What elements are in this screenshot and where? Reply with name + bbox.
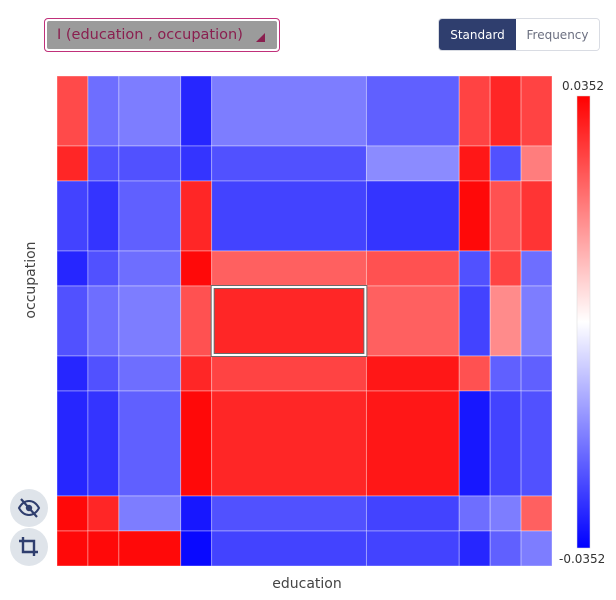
heatmap-cell[interactable] xyxy=(520,145,553,182)
heatmap-cell[interactable] xyxy=(87,180,120,252)
heatmap-cell[interactable] xyxy=(87,250,120,287)
heatmap-cell[interactable] xyxy=(489,145,522,182)
hide-toggle-button[interactable] xyxy=(10,489,48,527)
x-axis-label: education xyxy=(272,576,342,592)
caret-down-icon[interactable] xyxy=(256,33,265,42)
heatmap-cell[interactable] xyxy=(489,250,522,287)
heatmap-cell[interactable] xyxy=(211,530,367,567)
heatmap-cell[interactable] xyxy=(118,145,182,182)
heatmap-cell[interactable] xyxy=(458,390,491,497)
crop-button[interactable] xyxy=(10,528,48,566)
heatmap-cell[interactable] xyxy=(118,250,182,287)
heatmap-cell[interactable] xyxy=(118,355,182,392)
mode-toggle[interactable]: Standard Frequency xyxy=(438,18,600,51)
heatmap-cell[interactable] xyxy=(365,285,460,357)
heatmap-cell[interactable] xyxy=(365,355,460,392)
heatmap-cell[interactable] xyxy=(520,495,553,532)
heatmap-cell[interactable] xyxy=(211,75,367,147)
heatmap-cell[interactable] xyxy=(211,355,367,392)
heatmap-cell[interactable] xyxy=(211,390,367,497)
colorbar-min-label: -0.0352 xyxy=(559,552,605,566)
heatmap-cell[interactable] xyxy=(489,75,522,147)
heatmap-cell[interactable] xyxy=(211,145,367,182)
crop-icon xyxy=(19,537,38,556)
colorbar xyxy=(576,95,591,549)
heatmap-cell[interactable] xyxy=(56,285,89,357)
heatmap-cell[interactable] xyxy=(56,250,89,287)
heatmap-cell[interactable] xyxy=(180,250,213,287)
heatmap-cell[interactable] xyxy=(211,180,367,252)
heatmap-cell[interactable] xyxy=(365,145,460,182)
heatmap-cell[interactable] xyxy=(180,390,213,497)
heatmap-cell[interactable] xyxy=(520,390,553,497)
heatmap-cell[interactable] xyxy=(365,250,460,287)
heatmap-cell[interactable] xyxy=(365,180,460,252)
heatmap-cell[interactable] xyxy=(365,75,460,147)
heatmap-cell[interactable] xyxy=(118,495,182,532)
heatmap-cell[interactable] xyxy=(365,530,460,567)
heatmap-cell[interactable] xyxy=(520,285,553,357)
heatmap-cell[interactable] xyxy=(365,495,460,532)
heatmap-cell[interactable] xyxy=(118,530,182,567)
heatmap-cell[interactable] xyxy=(458,355,491,392)
heatmap-cell[interactable] xyxy=(118,180,182,252)
heatmap-cell[interactable] xyxy=(180,145,213,182)
heatmap-cell[interactable] xyxy=(458,180,491,252)
heatmap-cell[interactable] xyxy=(489,530,522,567)
heatmap-cell[interactable] xyxy=(211,495,367,532)
heatmap-cell[interactable] xyxy=(180,285,213,357)
variable-pair-select-field[interactable]: I (education , occupation) xyxy=(47,21,277,49)
heatmap-cell[interactable] xyxy=(458,75,491,147)
variable-pair-select[interactable]: I (education , occupation) xyxy=(44,18,280,52)
heatmap-cell[interactable] xyxy=(87,355,120,392)
heatmap-cell[interactable] xyxy=(87,390,120,497)
heatmap-cells xyxy=(56,75,553,567)
heatmap-cell[interactable] xyxy=(118,285,182,357)
heatmap-cell[interactable] xyxy=(489,495,522,532)
heatmap-cell[interactable] xyxy=(458,285,491,357)
heatmap-cell[interactable] xyxy=(56,180,89,252)
heatmap-cell[interactable] xyxy=(118,390,182,497)
heatmap-cell[interactable] xyxy=(180,495,213,532)
heatmap-cell[interactable] xyxy=(118,75,182,147)
heatmap-cell[interactable] xyxy=(56,355,89,392)
heatmap-cell[interactable] xyxy=(489,180,522,252)
heatmap-cell[interactable] xyxy=(180,355,213,392)
heatmap-cell[interactable] xyxy=(458,495,491,532)
heatmap-cell[interactable] xyxy=(180,180,213,252)
heatmap-cell[interactable] xyxy=(56,530,89,567)
selected-cell-highlight-inner xyxy=(211,286,367,356)
heatmap-cell[interactable] xyxy=(87,75,120,147)
frequency-toggle-button[interactable]: Frequency xyxy=(516,19,599,50)
heatmap-cell[interactable] xyxy=(87,145,120,182)
heatmap-cell[interactable] xyxy=(87,285,120,357)
heatmap-cell[interactable] xyxy=(458,145,491,182)
colorbar-max-label: 0.0352 xyxy=(562,79,604,93)
heatmap-cell[interactable] xyxy=(180,530,213,567)
variable-pair-select-label: I (education , occupation) xyxy=(57,27,243,43)
heatmap-cell[interactable] xyxy=(520,355,553,392)
heatmap-cell[interactable] xyxy=(56,390,89,497)
standard-toggle-button[interactable]: Standard xyxy=(439,19,516,50)
heatmap-cell[interactable] xyxy=(211,285,367,357)
heatmap-cell[interactable] xyxy=(180,75,213,147)
heatmap-cell[interactable] xyxy=(489,390,522,497)
heatmap-cell[interactable] xyxy=(489,285,522,357)
heatmap-cell[interactable] xyxy=(56,145,89,182)
heatmap-cell[interactable] xyxy=(520,530,553,567)
heatmap-cell[interactable] xyxy=(489,355,522,392)
heatmap-cell[interactable] xyxy=(458,250,491,287)
heatmap-cell[interactable] xyxy=(520,250,553,287)
heatmap-cell[interactable] xyxy=(87,530,120,567)
heatmap-cell[interactable] xyxy=(87,495,120,532)
heatmap-cell[interactable] xyxy=(365,390,460,497)
heatmap-cell[interactable] xyxy=(458,530,491,567)
heatmap-cell[interactable] xyxy=(520,180,553,252)
eye-off-icon xyxy=(17,498,41,518)
heatmap-cell[interactable] xyxy=(520,75,553,147)
heatmap-cell[interactable] xyxy=(56,75,89,147)
heatmap-cell[interactable] xyxy=(56,495,89,532)
heatmap-cell[interactable] xyxy=(211,250,367,287)
